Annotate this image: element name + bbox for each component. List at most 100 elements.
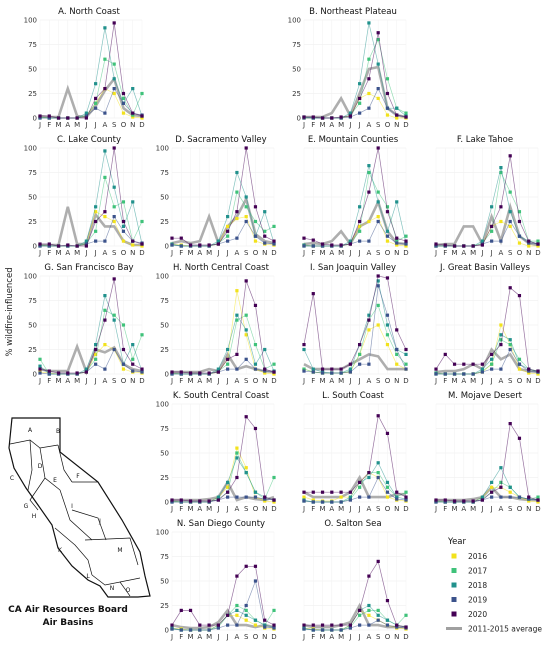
x-tick-label: N <box>394 121 399 129</box>
data-point <box>253 426 258 431</box>
data-point <box>376 146 380 150</box>
data-point <box>272 626 276 630</box>
data-point <box>404 367 408 371</box>
data-point <box>94 239 98 243</box>
data-point <box>404 347 408 352</box>
panel-title: D. Sacramento Valley <box>175 135 266 145</box>
x-tick-label: N <box>130 377 135 385</box>
data-point <box>272 362 276 366</box>
legend-item: 2011-2015 average <box>446 625 542 634</box>
data-point <box>244 618 248 622</box>
data-point <box>216 242 220 246</box>
series-line <box>435 287 539 372</box>
y-tick-label: 100 <box>288 17 301 25</box>
data-point <box>103 26 107 30</box>
x-tick-label: F <box>311 377 315 385</box>
data-point <box>320 242 325 246</box>
map-basin-letter: L <box>86 573 90 580</box>
data-point <box>395 625 399 629</box>
data-point <box>244 603 248 608</box>
data-point <box>499 166 503 170</box>
data-point <box>508 347 512 352</box>
data-point <box>94 96 98 100</box>
data-point <box>103 294 107 298</box>
x-tick-label: J <box>170 377 173 385</box>
data-point <box>480 362 484 366</box>
data-point <box>443 498 447 502</box>
data-point <box>84 111 88 115</box>
map-basin-letter: E <box>53 477 57 484</box>
x-tick-label: D <box>139 249 144 257</box>
data-point <box>244 495 248 499</box>
y-tick-label: 50 <box>28 322 37 330</box>
data-point <box>480 495 484 499</box>
data-point <box>94 219 98 224</box>
data-point <box>179 236 183 240</box>
data-point <box>376 461 380 465</box>
y-tick-label: 100 <box>156 529 169 537</box>
data-point <box>434 372 438 376</box>
x-tick-label: M <box>470 249 476 257</box>
series-line <box>171 608 275 630</box>
data-point <box>339 500 343 504</box>
x-tick-label: A <box>367 377 372 385</box>
x-tick-label: M <box>452 249 458 257</box>
data-point <box>348 626 352 630</box>
data-point <box>404 352 408 356</box>
x-tick-label: D <box>271 633 276 641</box>
x-tick-label: J <box>302 633 305 641</box>
data-point <box>395 347 399 352</box>
data-point <box>226 347 230 352</box>
data-point <box>112 77 116 81</box>
data-point <box>480 243 484 247</box>
map-basin-letter: I <box>71 503 73 510</box>
y-tick-label: 75 <box>160 425 169 433</box>
gridlines <box>171 275 275 375</box>
data-point <box>404 239 408 243</box>
data-point <box>38 357 42 361</box>
data-point <box>527 367 531 371</box>
map-basin-letter: M <box>117 547 122 554</box>
x-tick-label: O <box>517 377 523 385</box>
gridlines <box>303 403 407 503</box>
data-point <box>263 369 267 373</box>
data-point <box>253 490 258 494</box>
data-point <box>103 367 107 371</box>
data-point <box>367 608 371 612</box>
legend-item: 2019 <box>451 596 487 605</box>
x-tick-label: F <box>47 377 51 385</box>
data-point <box>404 362 408 366</box>
data-point <box>358 82 362 86</box>
data-point <box>311 490 315 494</box>
y-tick-label: 75 <box>28 297 37 305</box>
data-point <box>103 210 107 214</box>
data-point <box>226 229 230 233</box>
data-point <box>471 372 475 376</box>
data-point <box>434 244 438 248</box>
data-point <box>131 369 135 373</box>
data-point <box>170 623 174 627</box>
data-point <box>395 328 399 332</box>
x-tick-label: S <box>244 505 249 513</box>
data-point <box>376 62 380 66</box>
data-point <box>443 352 447 356</box>
data-point <box>508 343 512 347</box>
legend-swatch <box>451 568 457 573</box>
x-tick-label: J <box>480 505 483 513</box>
data-point <box>376 323 380 327</box>
x-tick-label: O <box>253 377 259 385</box>
x-tick-label: N <box>526 505 531 513</box>
legend-swatch <box>451 611 457 617</box>
y-tick-label: 0 <box>165 627 169 635</box>
data-point <box>462 362 466 366</box>
data-point <box>121 200 126 204</box>
x-tick-label: S <box>376 505 381 513</box>
x-tick-label: A <box>329 505 334 513</box>
gridlines <box>303 531 407 631</box>
panel-title: K. South Central Coast <box>173 391 270 401</box>
data-point <box>121 101 126 105</box>
data-point <box>339 623 343 627</box>
data-point <box>263 229 267 233</box>
data-point <box>385 333 390 337</box>
